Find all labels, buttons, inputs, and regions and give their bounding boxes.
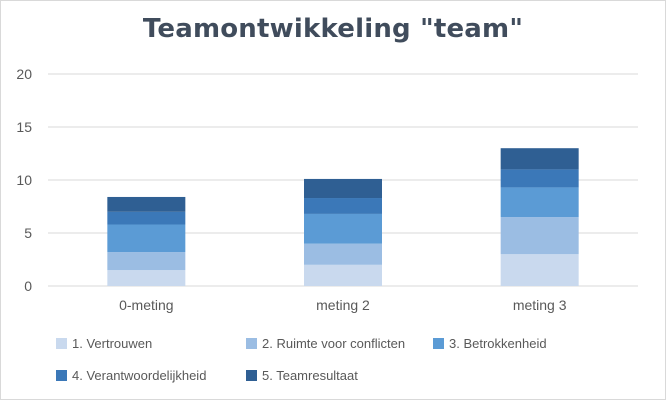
chart-title: Teamontwikkeling "team" (142, 14, 524, 44)
bar-segment (107, 224, 186, 253)
bar-segment (500, 148, 579, 170)
x-tick-label: 0-meting (119, 297, 173, 313)
bar-segment (107, 252, 186, 271)
bar-segment (304, 243, 382, 265)
y-tick-label: 15 (16, 119, 32, 135)
bar-segment (304, 178, 382, 199)
y-tick-label: 0 (24, 278, 32, 294)
bar-segment (107, 196, 186, 212)
bar-segment (304, 213, 382, 244)
x-tick-label: meting 2 (316, 297, 370, 313)
bar-segment (107, 270, 186, 286)
bar-segment (500, 217, 579, 255)
bar-segment (304, 264, 382, 286)
y-tick-label: 5 (24, 225, 32, 241)
y-tick-label: 10 (16, 172, 32, 188)
bar-segment (500, 254, 579, 286)
bar-segment (500, 169, 579, 188)
x-tick-label: meting 3 (513, 297, 567, 313)
y-tick-label: 20 (16, 66, 32, 82)
bar-segment (107, 211, 186, 225)
bar-segment (304, 198, 382, 214)
bar-segment (500, 187, 579, 218)
